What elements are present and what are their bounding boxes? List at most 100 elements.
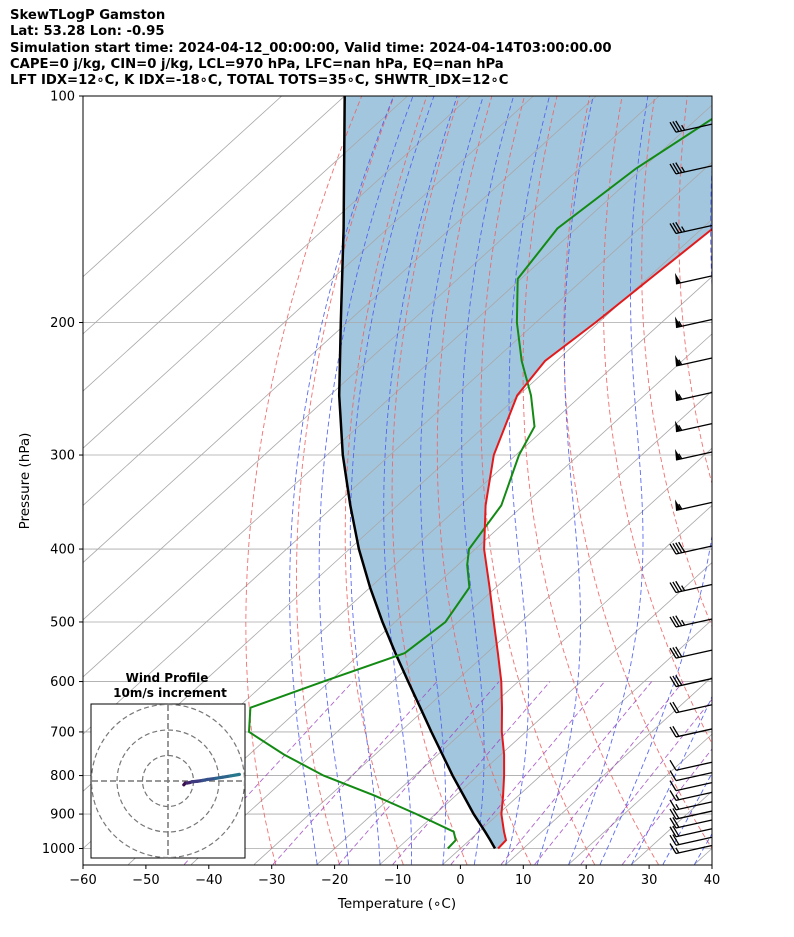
wind-barb-full [675, 162, 683, 173]
isotherm-line [83, 96, 283, 278]
wind-barb [675, 420, 713, 433]
isotherm-line [316, 504, 712, 865]
wind-barb [669, 843, 713, 855]
isotherm-line [505, 676, 712, 865]
dry-adiabat-line [602, 96, 712, 745]
dry-adiabat-line [480, 96, 595, 865]
wind-barb-half [681, 619, 686, 626]
x-tick-label: 30 [641, 873, 658, 888]
wind-barb-full [669, 726, 677, 738]
wind-barb-full [669, 121, 677, 133]
x-tick-label: −30 [258, 873, 285, 888]
wind-barb-half [678, 393, 683, 400]
chart-header: SkewTLogP Gamston Lat: 53.28 Lon: -0.95 … [10, 8, 612, 89]
wind-barb-full [672, 675, 680, 687]
wind-barb-half [678, 503, 683, 510]
wind-barb-pennant [675, 420, 681, 432]
wind-barb-shaft [675, 649, 713, 659]
wind-barb-full [672, 808, 680, 819]
wind-barb-shaft [675, 704, 713, 714]
dry-adiabat-line [436, 96, 532, 865]
wind-barb [675, 272, 713, 285]
dewpoint-profile-line [247, 117, 712, 850]
temperature-profile-line [483, 227, 712, 850]
isotherm-line [83, 96, 345, 335]
isotherm-line [128, 333, 712, 865]
wind-barb-full [675, 580, 683, 592]
wind-barb-full [669, 817, 677, 829]
hodograph-title: Wind Profile [126, 671, 209, 685]
y-tick-label: 900 [50, 808, 75, 823]
wind-barb-full [675, 674, 683, 686]
y-tick-label: 600 [50, 675, 75, 690]
wind-barb-full [669, 223, 677, 234]
mixing-ratio-line [450, 681, 605, 865]
y-tick-label: 300 [50, 449, 75, 464]
wind-barb-shaft [675, 224, 713, 235]
wind-barb-shaft [675, 771, 713, 782]
dry-adiabat-line [522, 96, 659, 865]
wind-barb-shaft [675, 123, 713, 133]
dry-adiabat-line [750, 96, 794, 864]
isotherm-line [568, 733, 712, 865]
profile-lines-layer [247, 96, 712, 850]
cape-shading-layer [339, 96, 712, 849]
moist-adiabat-line [662, 772, 712, 865]
convective-parameters: CAPE=0 j/kg, CIN=0 j/kg, LCL=970 hPa, LF… [10, 56, 504, 72]
x-tick-label: −20 [321, 873, 348, 888]
wind-barb-full [669, 780, 677, 791]
wind-barb-pennant [675, 316, 681, 328]
moist-adiabat-line [461, 96, 515, 865]
wind-barb-half [681, 166, 686, 173]
y-tick-label: 700 [50, 725, 75, 740]
dry-adiabat-line [391, 96, 468, 865]
moist-adiabat-line [505, 96, 550, 865]
mixing-ratio-line [500, 681, 653, 865]
wind-barb [675, 449, 713, 461]
wind-barb-shaft [675, 801, 713, 811]
wind-barb [669, 770, 713, 782]
wind-barb-full [672, 543, 680, 554]
wind-barb-pennant [675, 449, 681, 460]
wind-barb-shaft [675, 318, 713, 329]
isotherm-line [83, 96, 660, 621]
wind-barb [669, 615, 713, 628]
y-tick-label: 400 [50, 543, 75, 558]
hodograph-trace [228, 772, 241, 778]
wind-barb-full [675, 542, 683, 554]
isotherm-line [83, 96, 408, 392]
wind-barb [669, 701, 713, 714]
mixing-ratio-line [534, 681, 684, 865]
wind-barb-full [672, 222, 680, 234]
isotherm-line [253, 447, 712, 865]
location-coordinates: Lat: 53.28 Lon: -0.95 [10, 24, 165, 40]
wind-barb-half [681, 585, 686, 591]
y-tick-label: 200 [50, 316, 75, 331]
mixing-ratio-line [272, 681, 438, 865]
wind-barb-full [669, 843, 677, 854]
wind-barb [669, 725, 713, 738]
wind-barb-pennant [675, 499, 681, 511]
wind-barb-shaft [675, 618, 713, 628]
wind-barb-full [669, 790, 677, 801]
x-tick-label: −50 [132, 873, 159, 888]
wind-barb-full [672, 817, 680, 828]
wind-barb-full [669, 799, 677, 811]
moist-adiabat-line [536, 96, 594, 865]
isotherm-line [379, 562, 712, 865]
moist-adiabat-line [599, 161, 712, 865]
hodograph-ring [90, 703, 246, 859]
x-tick-label: 0 [456, 873, 464, 888]
isotherm-line [83, 96, 597, 564]
wind-barb-full [669, 647, 677, 659]
wind-barb-full [675, 615, 683, 627]
wind-barb-full [672, 647, 680, 658]
wind-barb-full [672, 725, 680, 737]
wind-barb-full [669, 702, 677, 714]
x-axis-label: Temperature (∘C) [337, 896, 456, 912]
wind-barb-pennant [675, 272, 681, 284]
wind-barb-shaft [675, 357, 713, 367]
wind-barb [669, 674, 713, 688]
wind-barb-shaft [675, 422, 713, 433]
x-tick-label: 40 [704, 873, 721, 888]
